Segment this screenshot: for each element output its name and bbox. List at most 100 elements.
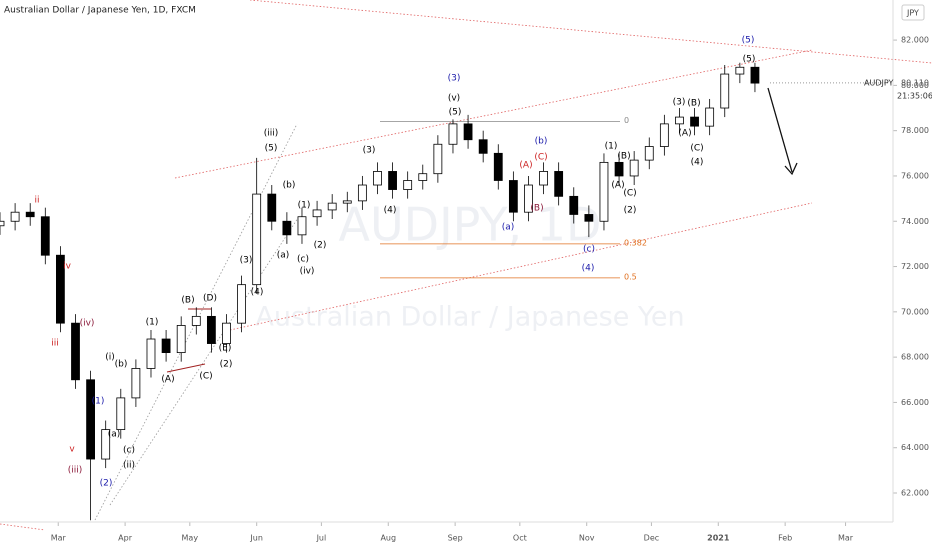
- countdown: 21:35:06: [897, 91, 932, 100]
- candle-body: [327, 202, 337, 211]
- candle-body: [675, 116, 684, 125]
- x-tick-label: Dec: [644, 534, 659, 543]
- x-tick-label: Sep: [448, 534, 463, 543]
- candle-body: [493, 152, 503, 181]
- candle: [282, 212, 292, 244]
- candle-body: [342, 200, 352, 204]
- wave-label: (v): [448, 94, 460, 104]
- trend-lines: [0, 0, 932, 531]
- candle-body: [161, 338, 171, 354]
- wave-label: (ii): [123, 461, 135, 471]
- candle: [101, 420, 111, 469]
- candle-body: [146, 338, 156, 369]
- candle: [644, 137, 654, 170]
- candle-body: [659, 123, 669, 147]
- candle-body: [55, 254, 65, 324]
- candle-body: [267, 193, 277, 222]
- y-tick-label: 66.000: [901, 398, 929, 407]
- watermark-subtitle: Australian Dollar / Japanese Yen: [255, 302, 684, 333]
- wave-label: (5): [265, 144, 278, 154]
- wave-label: ii: [34, 196, 39, 206]
- candle: [675, 108, 684, 133]
- channel: [94, 123, 301, 521]
- x-tick-label: Jun: [249, 534, 263, 543]
- wave-label: (A): [519, 161, 532, 171]
- x-tick-label: Feb: [778, 534, 792, 543]
- fib-label: 0.5: [624, 272, 637, 281]
- candle: [206, 307, 216, 353]
- candle: [86, 370, 95, 521]
- chart-title: Australian Dollar / Japanese Yen, 1D, FX…: [4, 6, 196, 16]
- candle: [161, 329, 171, 362]
- candle: [297, 207, 307, 244]
- wave-label: (b): [115, 360, 128, 370]
- candle-body: [508, 180, 518, 213]
- y-tick-label: 68.000: [901, 353, 929, 362]
- candle-body: [282, 220, 292, 236]
- candle-body: [206, 315, 216, 344]
- candle: [629, 151, 639, 186]
- candle: [659, 114, 669, 156]
- candle-body: [10, 211, 20, 222]
- candle: [222, 314, 231, 353]
- candle-body: [524, 184, 533, 213]
- wave-label: (A): [611, 181, 624, 191]
- wave-label: (4): [691, 158, 704, 168]
- wave-label: (4): [251, 288, 264, 298]
- candle: [418, 164, 428, 190]
- wave-label: (iii): [264, 129, 279, 139]
- candle: [750, 62, 760, 93]
- wave-label: (c): [297, 255, 309, 265]
- x-tick-label: 2021: [707, 534, 730, 543]
- trend-line: [229, 202, 813, 331]
- symbol-label: AUDJPY: [864, 78, 893, 87]
- fib-label: 0: [624, 116, 629, 125]
- candle: [176, 316, 186, 362]
- candle: [357, 175, 367, 210]
- wave-label: (1): [92, 397, 105, 407]
- candle-body: [191, 315, 201, 326]
- wave-label: (C): [199, 372, 212, 382]
- candle-body: [644, 146, 654, 161]
- wave-label: (a): [277, 251, 290, 261]
- candle-body: [0, 220, 5, 227]
- candle-body: [176, 325, 186, 354]
- candle-body: [599, 161, 609, 222]
- wave-label: v: [69, 445, 75, 455]
- candle-body: [297, 216, 307, 236]
- candle-body: [222, 322, 231, 344]
- wave-label: (c): [583, 245, 595, 255]
- wave-label: (iii): [68, 466, 83, 476]
- arrow: [767, 87, 793, 173]
- candle-body: [131, 368, 141, 399]
- candle: [55, 246, 65, 333]
- candle-body: [116, 397, 126, 431]
- candle: [614, 153, 624, 186]
- candle-body: [252, 193, 262, 286]
- candle-body: [388, 171, 397, 190]
- candle: [312, 200, 322, 226]
- currency-button[interactable]: [901, 4, 925, 21]
- wave-label: (1): [605, 142, 618, 152]
- y-tick-label: 76.000: [901, 171, 929, 180]
- candle-body: [554, 171, 564, 197]
- wave-label: (c): [123, 446, 135, 456]
- candle-body: [584, 214, 594, 222]
- x-tick-label: Aug: [380, 534, 396, 543]
- candle-body: [569, 195, 579, 215]
- candle: [403, 171, 413, 199]
- candle: [584, 205, 594, 238]
- y-tick-label: 78.000: [901, 126, 929, 135]
- trend-line: [249, 0, 932, 64]
- candle-body: [101, 429, 111, 460]
- watermark: AUDJPY, 1D: [339, 198, 602, 252]
- wave-label: (i): [105, 353, 115, 363]
- candle-body: [478, 139, 488, 154]
- wave-label: (4): [384, 206, 397, 216]
- y-tick-label: 82.000: [901, 36, 929, 45]
- candle: [720, 64, 730, 118]
- candle-body: [71, 322, 80, 381]
- currency-label[interactable]: JPY: [906, 9, 919, 18]
- candle: [373, 162, 382, 195]
- wave-label: (B): [530, 204, 543, 214]
